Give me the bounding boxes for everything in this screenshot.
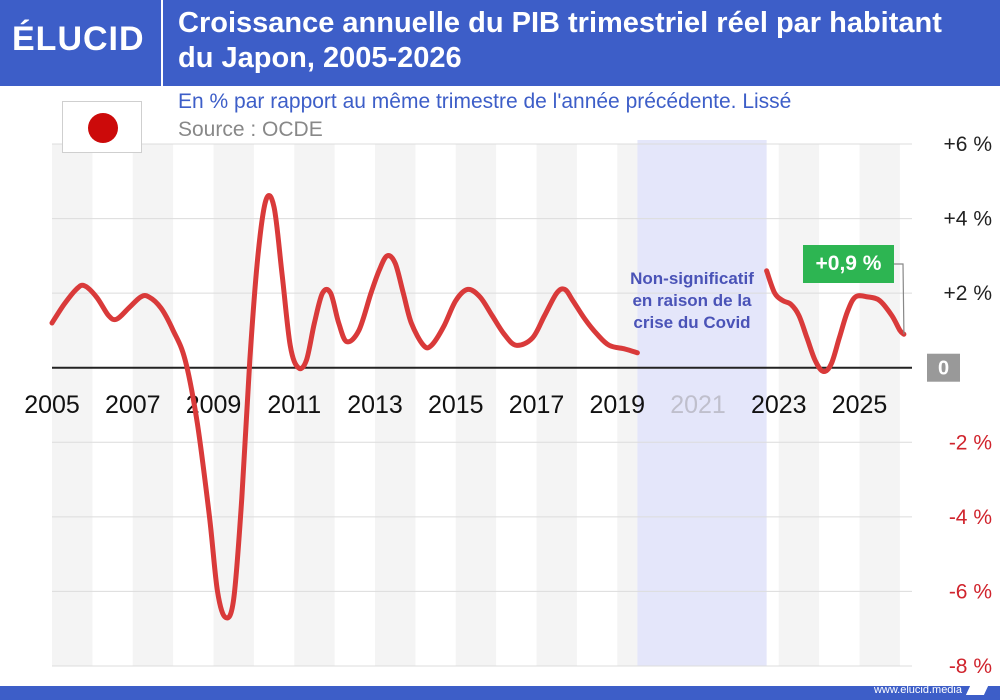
year-stripe (536, 144, 577, 666)
y-tick-label: +2 % (944, 282, 992, 305)
year-stripe (455, 144, 497, 666)
flag-red-disc (88, 113, 118, 143)
year-stripe (778, 144, 820, 666)
x-tick-label: 2025 (832, 391, 888, 419)
x-tick-label: 2005 (24, 391, 80, 419)
x-tick-label: 2011 (267, 391, 321, 419)
callout-leader-line (894, 263, 905, 335)
covid-shaded-region (637, 140, 767, 666)
japan-flag-icon (62, 101, 142, 153)
chart-source: Source : OCDE (178, 118, 323, 141)
x-tick-label: 2007 (105, 391, 161, 419)
year-stripe (859, 144, 900, 666)
zero-badge (927, 353, 960, 382)
y-tick-label: +6 % (944, 133, 992, 156)
header-bar: ÉLUCID Croissance annuelle du PIB trimes… (0, 0, 1000, 86)
y-tick-label: -6 % (949, 580, 992, 603)
footer-link[interactable]: www.elucid.media (873, 684, 962, 696)
header-divider (161, 0, 163, 86)
y-tick-label: -2 % (949, 431, 992, 454)
x-tick-label: 2023 (751, 391, 807, 419)
gdp-growth-line (49, 192, 640, 621)
year-stripe (132, 144, 174, 666)
gdp-growth-line (764, 268, 907, 374)
last-value-callout: +0,9 % (803, 245, 894, 283)
x-tick-label: 2015 (428, 391, 484, 419)
year-stripe (52, 144, 93, 666)
y-tick-label: -4 % (949, 506, 992, 529)
x-tick-label: 2017 (509, 391, 565, 419)
x-tick-label: 2019 (589, 391, 645, 419)
y-tick-label: +4 % (944, 208, 992, 231)
year-stripe (375, 144, 416, 666)
year-stripe (294, 144, 335, 666)
y-tick-label: 0 (938, 358, 949, 380)
covid-annotation: Non-significatif en raison de la crise d… (630, 269, 754, 332)
y-tick-label: -8 % (949, 655, 992, 678)
chart-subtitle: En % par rapport au même trimestre de l'… (178, 90, 792, 113)
x-tick-label: 2013 (347, 391, 403, 419)
x-tick-label: 2021 (670, 391, 726, 419)
chart-title: Croissance annuelle du PIB trimestriel r… (178, 7, 942, 74)
elucid-logo: ÉLUCID (12, 20, 145, 58)
